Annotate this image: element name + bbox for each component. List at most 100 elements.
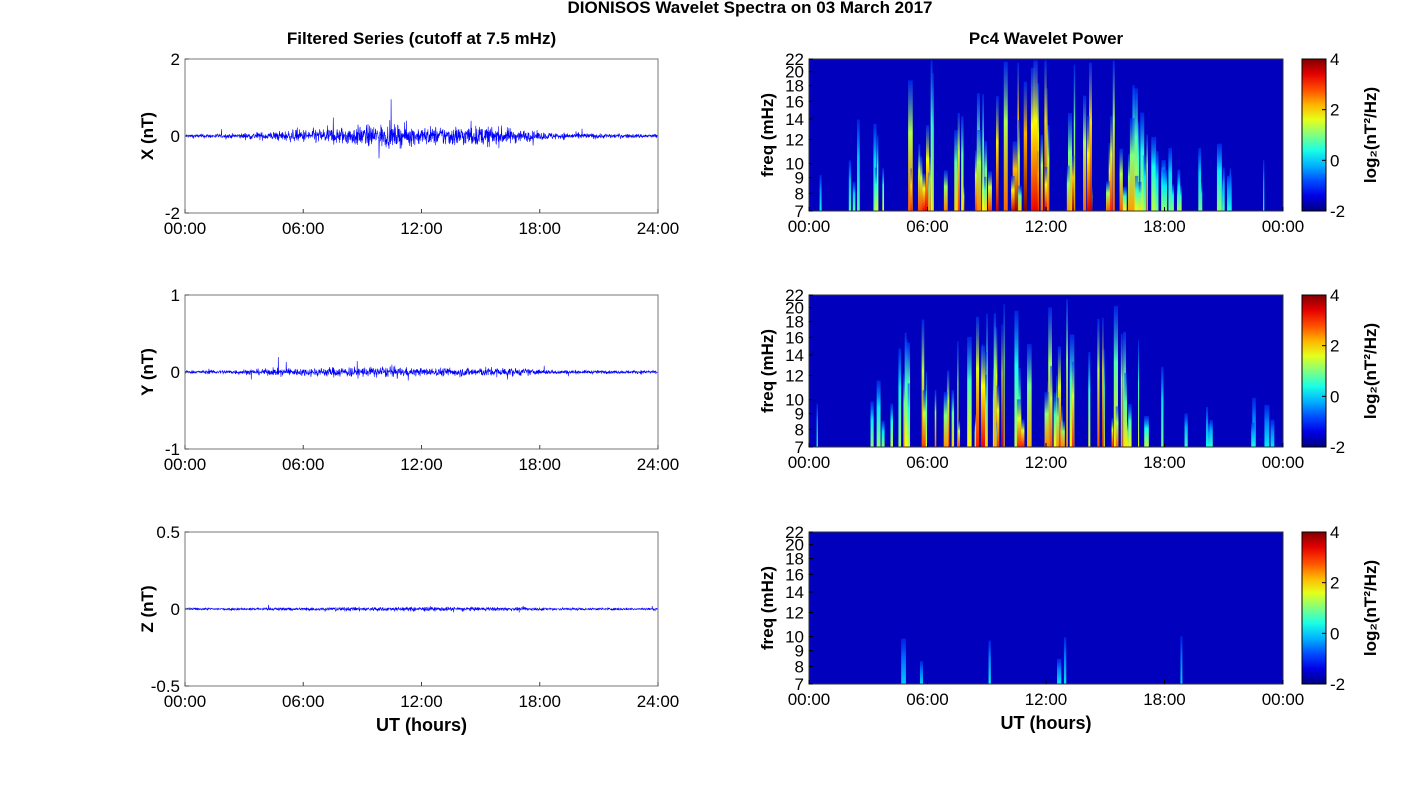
power-spike [876, 380, 881, 447]
x-tick-label: 18:00 [518, 692, 561, 711]
x-tick-label: 00:00 [164, 692, 207, 711]
power-spike [1066, 299, 1068, 447]
power-spike [1068, 113, 1073, 211]
series-panel-1: -2 0 2 00:00 06:00 12:00 18:00 24:00 X (nT) Filte… [138, 29, 679, 238]
power-spike [988, 171, 992, 211]
power-spike [930, 60, 933, 211]
power-spike [932, 72, 934, 211]
power-spike [908, 80, 913, 212]
y-tick-label: 7 [795, 202, 804, 221]
power-spike [881, 420, 885, 447]
y-tick-label: 9 [795, 169, 804, 188]
heatmap-background [809, 532, 1283, 684]
x-axis-label: UT (hours) [1001, 713, 1092, 733]
power-spike [1168, 147, 1173, 211]
colorbar-tick-label: 4 [1330, 50, 1339, 69]
colorbar-tick-label: -2 [1330, 438, 1345, 457]
power-spike [910, 168, 912, 211]
colorbar: -2 0 2 4 log₂(nT²/Hz) [1301, 50, 1380, 221]
power-spike [1027, 344, 1032, 447]
y-tick-label: 22 [785, 523, 804, 542]
y-axis-label: freq (mHz) [758, 93, 777, 177]
power-spike [982, 94, 984, 211]
power-spike [919, 661, 923, 684]
y-tick-label: 20 [785, 299, 804, 318]
series-panel-2: -1 0 1 00:00 06:00 12:00 18:00 24:00 Y (nT) [138, 286, 679, 474]
power-spike [1207, 423, 1212, 447]
power-spike [921, 319, 925, 447]
y-tick-label: 10 [785, 391, 804, 410]
power-spike [957, 112, 960, 211]
power-spike [1264, 404, 1270, 447]
power-spike [1121, 186, 1127, 211]
x-tick-label: 24:00 [637, 455, 680, 474]
x-tick-label: 06:00 [906, 453, 949, 472]
x-tick-label: 00:00 [1262, 217, 1305, 236]
y-tick-label: 0 [171, 363, 180, 382]
power-spike [918, 144, 921, 211]
power-spike [958, 420, 961, 447]
power-spike [1140, 112, 1145, 211]
power-spike [976, 316, 980, 447]
power-spike [1201, 182, 1203, 211]
power-spike [1044, 391, 1049, 447]
colorbar-tick-label: -2 [1330, 202, 1345, 221]
power-spike [1056, 397, 1059, 447]
power-spike [1155, 159, 1158, 211]
y-tick-label: 18 [785, 550, 804, 569]
power-spike [1137, 181, 1142, 211]
colorbar-scale [1301, 294, 1327, 448]
colorbar-tick-label: 4 [1330, 286, 1339, 305]
power-spike [1018, 185, 1022, 211]
power-spike [1066, 165, 1070, 211]
power-spike [1044, 166, 1048, 211]
power-spike [1112, 60, 1115, 211]
power-spike [925, 371, 928, 447]
y-axis-label: freq (mHz) [758, 329, 777, 413]
y-tick-label: 18 [785, 77, 804, 96]
power-spike [1111, 418, 1114, 447]
x-tick-label: 24:00 [637, 692, 680, 711]
power-spike [1209, 419, 1213, 447]
power-spike [1012, 141, 1018, 211]
power-spike [1198, 147, 1202, 211]
power-spike [1106, 181, 1110, 211]
power-spike [898, 348, 902, 447]
power-spike [943, 170, 948, 211]
power-spike [926, 125, 930, 211]
power-spike [1011, 176, 1015, 211]
colorbar-tick-label: 0 [1330, 624, 1339, 643]
colorbar-tick-label: 0 [1330, 151, 1339, 170]
power-spike [1017, 119, 1020, 211]
colorbar-tick-label: 2 [1330, 101, 1339, 120]
x-tick-label: 18:00 [1143, 217, 1186, 236]
power-spike [1127, 153, 1132, 211]
power-spike [957, 341, 959, 447]
x-tick-label: 00:00 [1262, 690, 1305, 709]
y-tick-label: 12 [785, 603, 804, 622]
power-spike [1040, 134, 1043, 211]
power-spike [1124, 372, 1128, 447]
power-spike [905, 343, 909, 447]
y-tick-label: -2 [165, 204, 180, 223]
power-spike [946, 370, 950, 447]
power-spike [1044, 60, 1047, 211]
panel-title: Pc4 Wavelet Power [969, 29, 1124, 48]
colorbar-label: log₂(nT²/Hz) [1361, 560, 1380, 656]
power-spike [993, 313, 997, 447]
power-spike [903, 373, 906, 447]
y-tick-label: 0 [171, 127, 180, 146]
series-line [184, 604, 659, 613]
power-spike [1144, 415, 1149, 447]
y-tick-label: 9 [795, 642, 804, 661]
power-spike [1030, 67, 1035, 211]
power-spike [922, 390, 927, 447]
y-tick-label: 9 [795, 405, 804, 424]
y-tick-label: 20 [785, 63, 804, 82]
x-tick-label: 18:00 [518, 219, 561, 238]
power-spike [1048, 307, 1052, 447]
power-spike [1097, 318, 1100, 447]
power-spike [1151, 136, 1157, 211]
